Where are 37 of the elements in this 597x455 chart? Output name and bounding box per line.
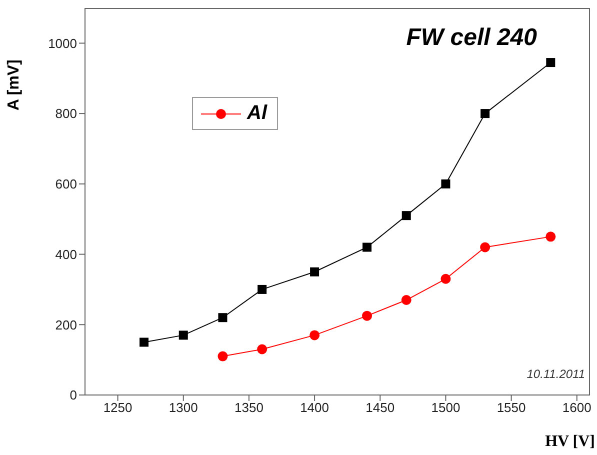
point: [401, 295, 412, 306]
x-axis-title: HV [V]: [545, 433, 595, 451]
point: [546, 232, 556, 242]
legend-label: Al: [247, 102, 267, 125]
x-tick-label: 1300: [168, 400, 198, 416]
y-tick-label: 600: [55, 176, 77, 192]
y-tick-label: 200: [55, 317, 77, 332]
point: [140, 338, 149, 347]
x-tick-label: 1600: [562, 400, 592, 416]
y-tick-label: 1000: [48, 36, 77, 51]
point: [310, 267, 320, 276]
point: [441, 179, 450, 188]
x-tick-label: 1350: [234, 400, 264, 416]
x-tick-label: 1450: [366, 400, 395, 416]
point: [440, 274, 451, 284]
point: [362, 310, 372, 321]
point: [218, 351, 228, 362]
x-tick-label: 1400: [300, 400, 330, 416]
x-tick-label: 1550: [496, 400, 526, 416]
point: [310, 330, 320, 340]
x-tick-label: 1500: [431, 400, 460, 416]
point: [218, 313, 228, 322]
point: [362, 242, 372, 252]
point: [402, 211, 411, 220]
y-tick-label: 800: [55, 106, 77, 122]
point: [546, 58, 556, 68]
point: [480, 109, 490, 118]
point: [257, 344, 268, 354]
x-tick-label: 1250: [103, 400, 132, 416]
y-tick-label: 400: [55, 246, 77, 262]
point: [258, 284, 267, 294]
point: [178, 330, 188, 340]
y-axis-title: A [mV]: [5, 60, 23, 110]
text: FW cell 240: [406, 24, 537, 52]
point: [480, 242, 490, 252]
y-tick-label: 0: [70, 388, 77, 403]
annotation: 10.11.2011: [526, 367, 585, 381]
